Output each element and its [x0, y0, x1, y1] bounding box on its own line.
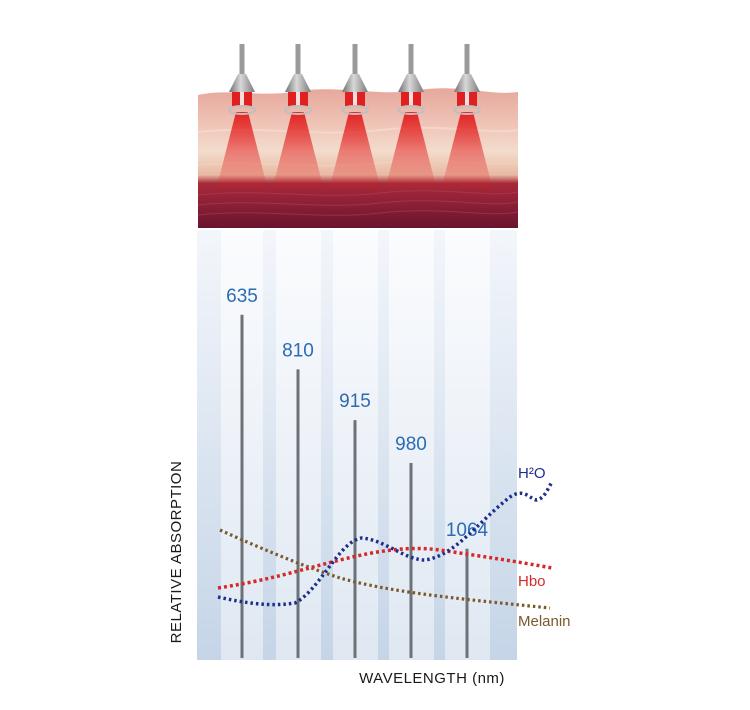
- applicator-head: [285, 74, 311, 92]
- hbo-label: Hbo: [518, 573, 546, 590]
- laser-beam: [385, 112, 437, 190]
- emitter-highlight: [465, 92, 469, 106]
- laser-applicators: [216, 44, 493, 190]
- applicator-ring: [453, 105, 481, 115]
- applicator-rod: [295, 44, 301, 76]
- applicator-head: [398, 74, 424, 92]
- h2o-label: H²O: [518, 465, 546, 482]
- applicator-rod: [239, 44, 245, 76]
- emitter-highlight: [409, 92, 413, 106]
- applicator-rod: [464, 44, 470, 76]
- applicator-head: [229, 74, 255, 92]
- wavelength-label: 915: [339, 391, 371, 412]
- melanin-label: Melanin: [518, 613, 571, 630]
- emitter-highlight: [353, 92, 357, 106]
- laser-beam: [272, 112, 324, 190]
- melanin-curve: [219, 528, 551, 610]
- y-axis-label: RELATIVE ABSORPTION: [168, 461, 185, 644]
- applicator-head: [454, 74, 480, 92]
- emitter-highlight: [296, 92, 300, 106]
- applicator-ring: [284, 105, 312, 115]
- emitter-highlight: [240, 92, 244, 106]
- applicator-rod: [352, 44, 358, 76]
- laser-beam: [329, 112, 381, 190]
- x-axis-label: WAVELENGTH (nm): [359, 670, 505, 687]
- wavelength-label: 980: [395, 434, 427, 455]
- applicator-rod: [408, 44, 414, 76]
- laser-beam: [441, 112, 493, 190]
- laser-beam: [216, 112, 268, 190]
- applicator-head: [342, 74, 368, 92]
- applicator-ring: [228, 105, 256, 115]
- h2o-curve: [217, 481, 554, 607]
- wavelength-label: 810: [282, 340, 314, 361]
- wavelength-label: 635: [226, 286, 258, 307]
- hbo-curve: [217, 546, 553, 590]
- applicator-ring: [341, 105, 369, 115]
- applicator-ring: [397, 105, 425, 115]
- absorption-curves: [217, 481, 554, 610]
